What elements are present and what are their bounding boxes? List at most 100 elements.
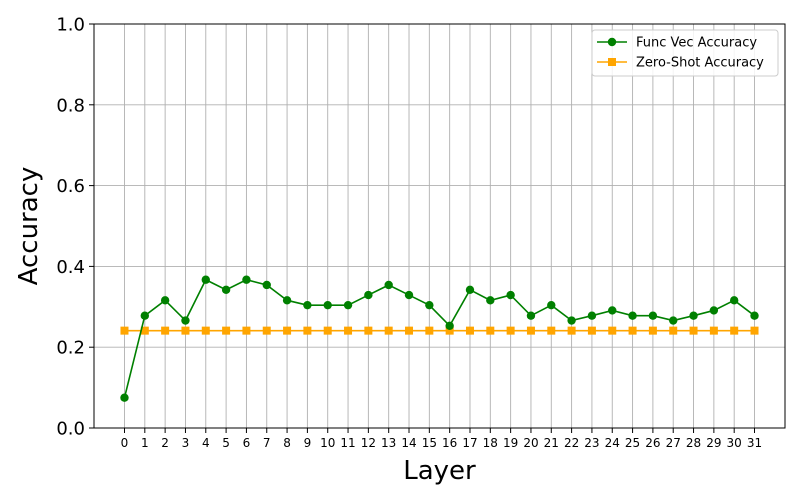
data-point xyxy=(526,326,535,335)
data-point xyxy=(262,280,271,290)
data-point xyxy=(323,300,332,310)
data-point xyxy=(384,280,393,290)
x-tick-label: 31 xyxy=(747,436,762,450)
data-point xyxy=(608,306,617,315)
x-tick-label: 26 xyxy=(645,436,660,450)
x-tick-label: 20 xyxy=(523,436,538,450)
series-line xyxy=(123,278,755,398)
data-point xyxy=(242,275,251,284)
legend-box xyxy=(591,29,779,77)
data-point xyxy=(222,326,231,335)
data-point xyxy=(181,316,190,325)
data-point xyxy=(343,300,353,310)
data-point xyxy=(486,296,495,305)
x-tick-label: 0 xyxy=(121,436,129,450)
data-point xyxy=(506,326,515,335)
data-point xyxy=(140,326,149,335)
data-point xyxy=(465,326,474,335)
data-point xyxy=(364,290,373,300)
series-func-vec xyxy=(120,275,759,402)
data-point xyxy=(181,326,190,335)
x-tick-label: 9 xyxy=(304,436,312,450)
series-zero-shot xyxy=(120,326,759,335)
data-point xyxy=(486,326,495,335)
data-point xyxy=(425,326,434,335)
plot-frame xyxy=(93,23,786,429)
data-point xyxy=(364,326,373,335)
x-tick-label: 24 xyxy=(605,436,620,450)
data-point xyxy=(120,393,129,402)
series-area xyxy=(120,275,759,402)
data-point xyxy=(669,326,678,335)
data-point xyxy=(587,326,596,335)
x-tick-label: 29 xyxy=(706,436,721,450)
data-point xyxy=(709,326,718,335)
legend: Func Vec Accuracy Zero-Shot Accuracy xyxy=(591,29,779,77)
data-point xyxy=(425,300,434,310)
data-point xyxy=(506,290,515,300)
x-tick-label: 5 xyxy=(222,436,230,450)
data-point xyxy=(445,326,454,335)
x-tick-label: 19 xyxy=(503,436,518,450)
data-point xyxy=(628,311,637,320)
data-point xyxy=(730,326,739,335)
data-point xyxy=(445,321,454,330)
x-tick-label: 13 xyxy=(381,436,396,450)
data-point xyxy=(567,326,576,335)
data-point xyxy=(465,285,475,295)
data-point xyxy=(709,306,719,315)
x-tick-label: 21 xyxy=(544,436,559,450)
data-point xyxy=(628,326,637,335)
x-tick-label: 14 xyxy=(401,436,416,450)
y-tick-label: 0.6 xyxy=(56,176,85,197)
x-tick-label: 10 xyxy=(320,436,335,450)
data-point xyxy=(729,296,739,305)
y-tick-label: 0.2 xyxy=(56,338,85,359)
y-tick-label: 0.4 xyxy=(56,257,85,278)
x-tick-label: 18 xyxy=(483,436,498,450)
data-point xyxy=(303,300,312,310)
data-point xyxy=(608,326,617,335)
data-point xyxy=(547,300,556,310)
x-tick-label: 4 xyxy=(202,436,210,450)
data-point xyxy=(323,326,332,335)
x-tick-label: 15 xyxy=(422,436,437,450)
data-point xyxy=(750,311,759,320)
data-point xyxy=(161,326,170,335)
x-tick-label: 6 xyxy=(243,436,251,450)
data-point xyxy=(160,296,170,305)
data-point xyxy=(648,311,658,320)
x-tick-label: 16 xyxy=(442,436,457,450)
x-axis-label: Layer xyxy=(403,456,476,486)
data-point xyxy=(201,326,210,335)
y-tick-label: 1.0 xyxy=(56,15,85,36)
x-tick-label: 7 xyxy=(263,436,271,450)
data-point xyxy=(689,311,698,320)
x-axis: 0 1 2 3 4 5 6 7 8 9 10 11 12 13 14 15 16 17 18 19 20 21 22 23 24… xyxy=(121,428,762,450)
data-point xyxy=(404,290,414,300)
x-tick-label: 27 xyxy=(666,436,681,450)
x-tick-label: 3 xyxy=(182,436,190,450)
data-point xyxy=(344,326,353,335)
x-tick-label: 1 xyxy=(141,436,149,450)
x-tick-label: 22 xyxy=(564,436,579,450)
data-point xyxy=(526,311,536,320)
data-point xyxy=(384,326,393,335)
x-tick-label: 30 xyxy=(727,436,742,450)
y-axis-label: Accuracy xyxy=(14,167,44,286)
x-tick-label: 2 xyxy=(161,436,169,450)
x-tick-label: 28 xyxy=(686,436,701,450)
x-tick-label: 11 xyxy=(340,436,355,450)
x-tick-label: 8 xyxy=(283,436,291,450)
data-point xyxy=(750,326,759,335)
data-point xyxy=(221,285,231,295)
legend-label-zero-shot: Zero-Shot Accuracy xyxy=(636,56,764,71)
data-point xyxy=(140,311,150,320)
data-point xyxy=(648,326,657,335)
legend-marker-func-vec xyxy=(607,37,617,47)
data-point xyxy=(283,326,292,335)
data-point xyxy=(587,311,597,320)
legend-marker-zero-shot xyxy=(608,58,616,66)
data-point xyxy=(120,326,129,335)
